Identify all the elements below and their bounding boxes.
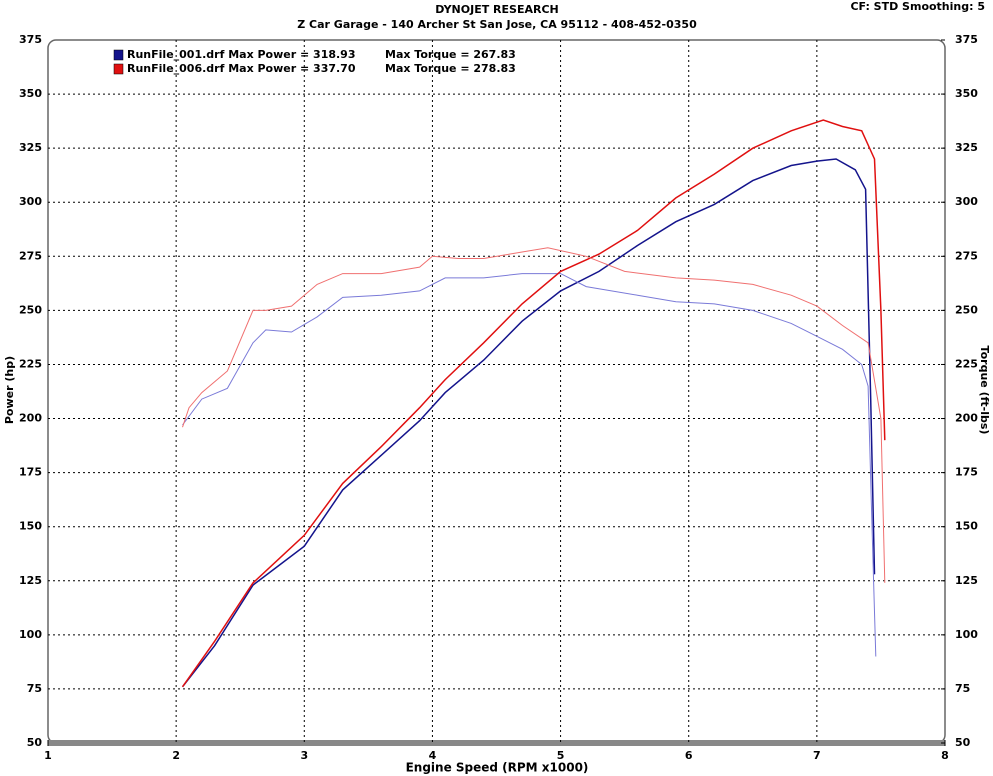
- y2-tick-label: 300: [955, 195, 978, 208]
- chart-subtitle: Z Car Garage - 140 Archer St San Jose, C…: [297, 18, 697, 31]
- y-tick-label: 125: [19, 574, 42, 587]
- series-line: [181, 158, 876, 688]
- legend-label: RunFile_001.drf Max Power = 318.93: [127, 48, 356, 61]
- y2-tick-label: 350: [955, 87, 978, 100]
- legend-label: Max Torque = 278.83: [385, 62, 516, 75]
- y-tick-label: 250: [19, 303, 42, 316]
- corner-note: CF: STD Smoothing: 5: [850, 0, 985, 13]
- y-tick-label: 275: [19, 249, 42, 262]
- y2-tick-label: 50: [955, 736, 971, 749]
- series-line: [181, 119, 886, 688]
- y2-tick-label: 250: [955, 303, 978, 316]
- y-tick-label: 50: [27, 736, 43, 749]
- x-tick-label: 3: [300, 749, 308, 762]
- x-axis-strip: [48, 740, 945, 746]
- x-tick-label: 5: [557, 749, 565, 762]
- y2-tick-label: 75: [955, 682, 970, 695]
- legend-label: Max Torque = 267.83: [385, 48, 516, 61]
- x-tick-label: 8: [941, 749, 949, 762]
- y2-tick-label: 150: [955, 520, 978, 533]
- y-tick-label: 100: [19, 628, 42, 641]
- plot-frame: [47, 39, 946, 744]
- y2-tick-label: 125: [955, 574, 978, 587]
- y2-tick-label: 175: [955, 466, 978, 479]
- series-line: [182, 247, 886, 583]
- y2-axis-label: Torque (ft-lbs): [978, 346, 991, 435]
- chart-title: DYNOJET RESEARCH: [435, 3, 558, 16]
- y2-tick-label: 375: [955, 33, 978, 46]
- y-tick-label: 300: [19, 195, 42, 208]
- y-tick-label: 150: [19, 520, 42, 533]
- y-tick-label: 200: [19, 412, 42, 425]
- y-tick-label: 325: [19, 141, 42, 154]
- y-tick-label: 350: [19, 87, 42, 100]
- series-line: [182, 273, 877, 657]
- x-tick-label: 2: [172, 749, 180, 762]
- y2-tick-label: 100: [955, 628, 978, 641]
- x-tick-label: 4: [429, 749, 437, 762]
- y-tick-label: 175: [19, 466, 42, 479]
- y2-tick-label: 325: [955, 141, 978, 154]
- y-tick-label: 225: [19, 357, 42, 370]
- y2-tick-label: 275: [955, 249, 978, 262]
- legend-swatch: [113, 49, 124, 61]
- x-axis-label: Engine Speed (RPM x1000): [406, 761, 589, 775]
- legend-swatch: [113, 63, 124, 75]
- y2-tick-label: 200: [955, 412, 978, 425]
- y-tick-label: 375: [19, 33, 42, 46]
- y2-tick-label: 225: [955, 357, 978, 370]
- x-tick-label: 1: [44, 749, 52, 762]
- y-tick-label: 75: [27, 682, 42, 695]
- y-axis-label: Power (hp): [3, 356, 16, 424]
- x-tick-label: 6: [685, 749, 693, 762]
- x-tick-label: 7: [813, 749, 821, 762]
- legend-label: RunFile_006.drf Max Power = 337.70: [127, 62, 356, 75]
